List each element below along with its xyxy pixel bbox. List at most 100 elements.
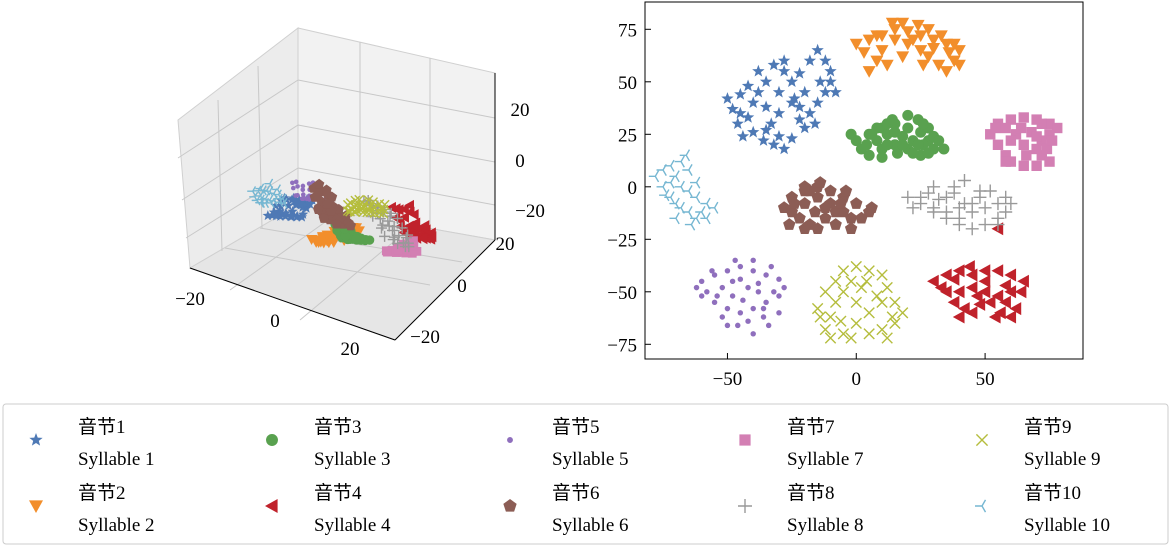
data-point (793, 113, 806, 125)
data-point (1009, 302, 1022, 316)
data-point (290, 194, 301, 205)
data-point (978, 218, 992, 232)
data-point (306, 197, 312, 202)
data-point (788, 197, 801, 209)
data-point (297, 208, 309, 219)
data-point (333, 203, 345, 214)
data-point (270, 200, 281, 211)
data-point (1018, 139, 1029, 150)
data-point (286, 211, 297, 222)
data-point (708, 201, 719, 214)
y-tick-label: −75 (607, 335, 637, 356)
data-point (897, 139, 909, 151)
data-point (684, 218, 696, 231)
data-point (734, 87, 747, 100)
data-point (889, 296, 901, 308)
data-point (407, 219, 418, 231)
data-point (404, 199, 414, 211)
data-point (396, 222, 408, 234)
data-point (729, 278, 736, 285)
legend-label-en: Syllable 4 (314, 515, 391, 536)
data-point (1004, 197, 1018, 211)
data-point (814, 75, 827, 88)
data-point (855, 211, 868, 224)
data-point (737, 263, 744, 270)
y-tick-label: −50 (607, 283, 637, 304)
z-tick-3d: 20 (511, 100, 530, 121)
data-point (819, 323, 832, 336)
data-point (808, 205, 822, 218)
data-point (274, 205, 285, 216)
data-point (393, 245, 403, 255)
data-point (824, 311, 837, 323)
data-point (389, 231, 401, 243)
data-point (379, 230, 391, 242)
data-point (741, 79, 755, 92)
data-point (759, 123, 773, 136)
data-point (731, 117, 744, 130)
series-3d-10 (247, 178, 288, 209)
legend-label-en: Syllable 8 (787, 515, 864, 536)
data-point (291, 211, 302, 222)
data-point (417, 232, 428, 244)
data-point (819, 54, 832, 67)
data-point (819, 201, 832, 214)
data-point (785, 75, 799, 88)
data-point (837, 328, 850, 340)
legend-label-cn: 音节1 (78, 416, 126, 438)
data-point (862, 34, 876, 47)
data-point (849, 38, 863, 51)
data-point (803, 106, 817, 119)
series-2d-4 (927, 222, 1029, 324)
data-point (351, 234, 361, 244)
legend-label-cn: 音节4 (314, 482, 362, 504)
points-3d (247, 178, 437, 258)
data-point (845, 332, 857, 344)
data-point (781, 284, 787, 291)
data-point (369, 208, 380, 219)
data-point (734, 106, 747, 119)
data-point (1005, 114, 1017, 125)
data-point (965, 222, 979, 236)
data-point (755, 280, 762, 287)
data-point (300, 187, 306, 193)
data-point (698, 293, 705, 299)
data-point (914, 30, 928, 43)
legend-label-cn: 音节10 (1024, 482, 1081, 504)
legend-item-1: 音节1 Syllable 1 (29, 416, 155, 470)
data-point (947, 38, 961, 51)
data-point (863, 307, 875, 319)
data-point (824, 184, 837, 197)
data-point (375, 222, 387, 234)
data-point (783, 218, 796, 230)
data-point (952, 201, 966, 215)
data-point (669, 197, 680, 210)
z-tick-3d: −20 (515, 201, 545, 222)
data-point (999, 190, 1013, 204)
data-point (386, 224, 398, 236)
data-point (364, 235, 375, 245)
data-point (914, 190, 928, 204)
data-point (325, 205, 337, 216)
data-point (885, 17, 899, 30)
legend-item-5: 音节5 Syllable 5 (507, 416, 629, 470)
legend-item-4: 音节4 Syllable 4 (265, 482, 391, 536)
data-point (1010, 129, 1022, 140)
data-point (755, 289, 762, 295)
data-point (992, 139, 1004, 150)
data-point (1036, 150, 1047, 161)
y-tick-label: 50 (618, 73, 637, 94)
data-point (669, 170, 680, 183)
data-point (374, 213, 386, 225)
chart-2d: −50 0 50 75 50 25 0 −25 −50 −75 (607, 1, 1084, 390)
chart-3d: −20 0 20 20 0 −20 20 0 −20 (175, 26, 545, 360)
data-point (659, 189, 670, 202)
data-point (876, 269, 888, 281)
data-point (819, 211, 832, 224)
data-point (837, 286, 850, 298)
data-point (265, 197, 275, 209)
data-point (772, 106, 786, 119)
data-point (714, 293, 720, 299)
y-tick-3d: −20 (410, 327, 440, 348)
data-point (970, 289, 983, 303)
